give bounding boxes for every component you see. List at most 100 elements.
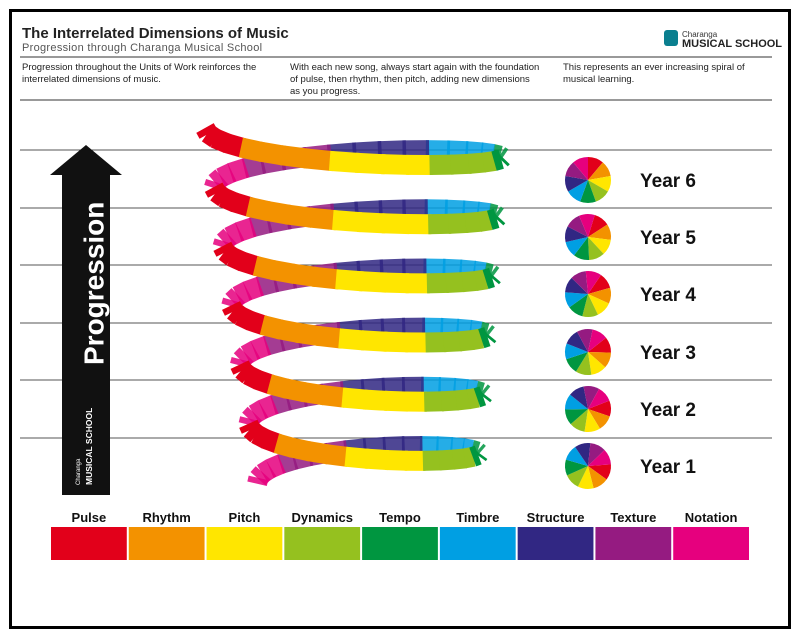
- spiral-band: [356, 211, 387, 234]
- dimension-label: Notation: [685, 510, 738, 525]
- year-wheel-slice: [565, 446, 588, 466]
- year-wheel-slice: [577, 329, 593, 352]
- spiral-band: [250, 466, 271, 486]
- spiral-band: [461, 200, 480, 222]
- year-wheel-slice: [588, 352, 611, 368]
- logo-icon: [664, 30, 678, 46]
- frame: [9, 9, 791, 629]
- spiral-band: [221, 297, 243, 309]
- year-label: Year 5: [640, 228, 696, 249]
- spiral-band: [238, 416, 260, 428]
- title: The Interrelated Dimensions of Music: [22, 25, 289, 42]
- subtitle: Progression through Charanga Musical Sch…: [22, 42, 263, 54]
- spiral-band: [449, 437, 465, 459]
- spiral-band: [493, 150, 510, 167]
- year-wheel-slice: [583, 386, 600, 409]
- intro-text: Progression throughout the Units of Work…: [22, 62, 257, 85]
- spiral-band: [247, 475, 269, 487]
- year-wheel-slice: [565, 409, 588, 425]
- dimension-swatch: [673, 527, 749, 560]
- dimension-label: Pulse: [72, 510, 107, 525]
- spiral-band: [338, 328, 366, 351]
- year-wheel-slice: [565, 237, 588, 256]
- spiral-band: [248, 400, 269, 424]
- year-label: Year 2: [640, 400, 696, 421]
- spiral-band: [455, 318, 473, 340]
- spiral-band: [222, 133, 247, 158]
- spiral-band: [469, 447, 488, 462]
- spiral-band: [242, 276, 265, 301]
- year-wheel-slice: [588, 443, 605, 466]
- year-wheel-slice: [566, 352, 588, 372]
- spiral-band: [328, 150, 361, 174]
- spiral-band: [243, 421, 264, 443]
- spiral-band: [482, 267, 495, 290]
- spiral-band: [478, 210, 493, 232]
- spiral-band: [438, 449, 456, 471]
- year-wheel-slice: [565, 176, 588, 192]
- spiral-band: [486, 208, 500, 230]
- spiral-band: [447, 212, 469, 234]
- dimension-swatch: [362, 527, 438, 560]
- spiral-band: [478, 327, 491, 349]
- year-wheel-slice: [585, 271, 601, 294]
- spiral-band: [230, 192, 254, 217]
- spiral-band: [259, 315, 284, 340]
- spiral-band: [381, 154, 411, 175]
- intro-text: This represents an ever increasing spira…: [563, 62, 745, 85]
- year-wheel-slice: [588, 400, 611, 417]
- spiral-band: [464, 141, 484, 163]
- spiral-band: [382, 436, 406, 458]
- dimension-label: Texture: [610, 510, 656, 525]
- spiral-band: [227, 158, 250, 183]
- spiral-band: [352, 141, 383, 163]
- spiral-band: [443, 331, 463, 353]
- spiral-band: [210, 184, 230, 207]
- spiral-band: [218, 243, 239, 266]
- arrow-label: Progression: [78, 202, 109, 365]
- spiral-band: [381, 376, 406, 398]
- year-wheel-slice: [565, 292, 588, 308]
- spiral-band: [440, 317, 460, 339]
- spiral-band: [435, 436, 454, 458]
- spiral-band: [444, 199, 466, 221]
- spiral-band: [226, 247, 248, 272]
- dimension-label: Tempo: [379, 510, 421, 525]
- spiral-band: [235, 217, 257, 242]
- year-wheel-slice: [565, 277, 588, 294]
- spiral-band: [263, 331, 286, 356]
- year-wheel-slice: [588, 409, 610, 429]
- year-wheel-slice: [565, 226, 588, 243]
- spiral-band: [364, 448, 390, 471]
- year-wheel-slice: [588, 176, 611, 192]
- spiral-band: [258, 395, 279, 419]
- spiral-band: [464, 211, 483, 233]
- spiral-band: [265, 454, 286, 478]
- spiral-band: [230, 356, 251, 368]
- spiral-band: [253, 370, 275, 395]
- spiral-band: [362, 436, 387, 459]
- spiral-band: [379, 258, 406, 280]
- arrow-logo: MUSICAL SCHOOL: [84, 408, 94, 485]
- spiral-band: [234, 306, 256, 331]
- dimension-swatch: [51, 527, 127, 560]
- spiral-band: [238, 137, 265, 162]
- spiral-band: [344, 446, 370, 469]
- year-wheel-slice: [588, 450, 611, 466]
- spiral-band: [238, 251, 261, 276]
- spiral-band: [242, 406, 263, 427]
- spiral-band: [295, 322, 323, 347]
- year-wheel-slice: [588, 224, 611, 240]
- year-wheel-slice: [570, 386, 588, 409]
- spiral-band: [383, 331, 409, 353]
- spiral-band: [235, 362, 256, 384]
- spiral-band: [467, 152, 487, 174]
- spiral-band: [270, 260, 297, 284]
- spiral-band: [483, 269, 501, 285]
- year-wheel-slice: [565, 343, 588, 360]
- spiral-band: [232, 281, 253, 305]
- dimension-swatch: [595, 527, 672, 560]
- spiral-band: [354, 200, 384, 222]
- dimension-swatch: [517, 527, 594, 560]
